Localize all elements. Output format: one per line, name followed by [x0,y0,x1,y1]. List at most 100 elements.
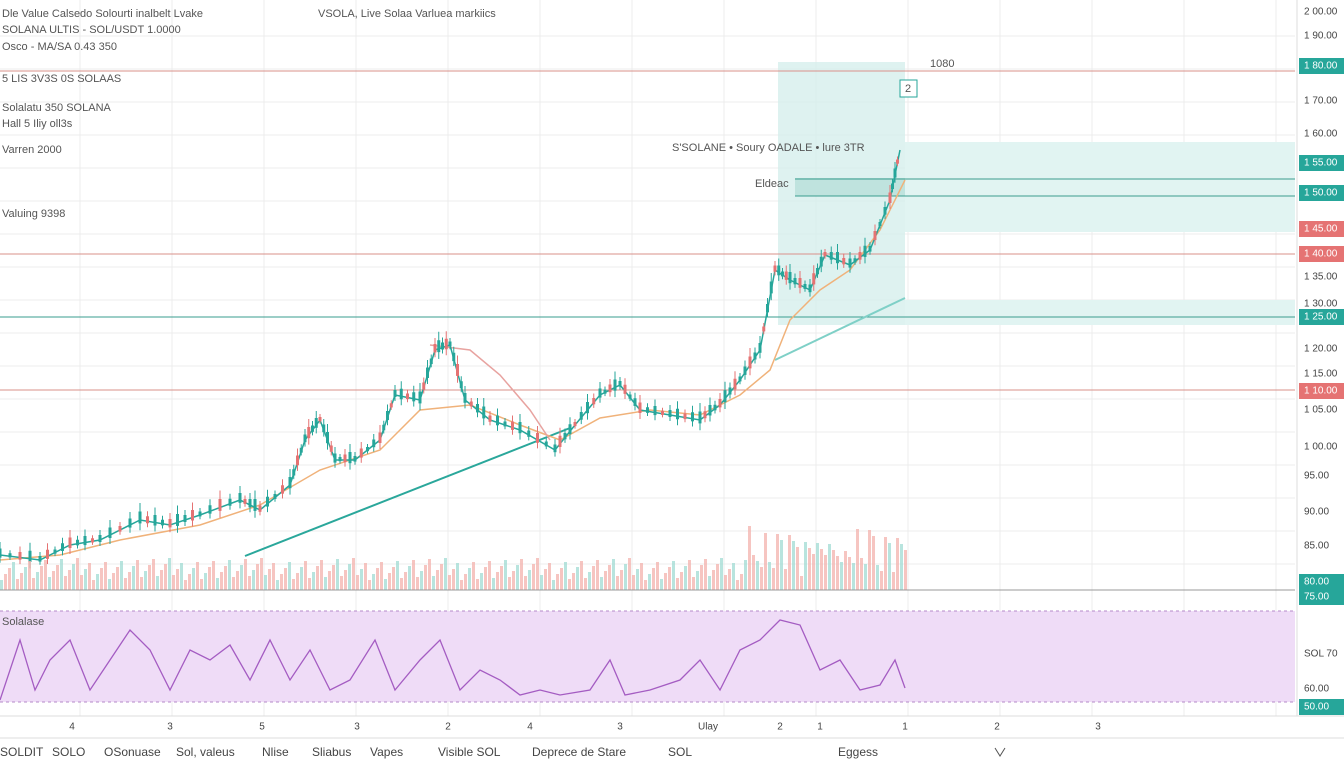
price-label: 50.00 [1304,702,1329,713]
candle-body [198,511,202,517]
volume-bar [124,578,127,590]
candle-body [891,183,894,190]
volume-bar [460,580,463,590]
price-tag [1299,155,1344,171]
volume-bar [676,578,679,590]
candle-body [708,405,712,416]
volume-bar [396,561,399,590]
candle-body [527,430,531,437]
candle-body [558,435,562,447]
volume-bar [552,580,555,590]
candle-body [218,499,222,511]
volume-bar [528,570,531,590]
top-tag: 1080 [930,58,954,70]
candle-body [253,499,257,511]
volume-bar [128,572,131,590]
toolbar-item[interactable]: Vapes [370,745,403,759]
toolbar-item[interactable]: Visible SOL [438,745,501,759]
candle-body [38,556,42,562]
volume-bar [672,561,675,590]
volume-bar [60,559,63,590]
candle-body [863,245,867,257]
candle-body [191,510,194,521]
volume-bar [708,576,711,590]
toolbar-item[interactable]: SOLO [52,745,85,759]
candle-body [437,340,441,353]
candle-body [668,410,672,417]
volume-bar [836,556,839,590]
candle-body [441,342,444,350]
volume-bar [872,536,875,590]
toolbar-item[interactable]: Sol, valeus [176,745,235,759]
candle-body [553,444,557,453]
dropdown-icon[interactable] [994,747,1006,757]
volume-bar [880,571,883,590]
volume-bar [192,568,195,590]
candle-body [803,284,807,289]
volume-bar [660,579,663,590]
candle-body [858,252,862,260]
volume-bar [92,580,95,590]
volume-bar [480,573,483,590]
candle-body [161,519,164,526]
zone-band [905,142,1295,232]
candle-body [452,352,456,362]
candle-body [793,278,797,285]
volume-bar [612,559,615,590]
volume-bar [576,567,579,590]
candle-body [146,516,149,524]
price-label: 80.00 [1304,577,1329,588]
volume-bar [256,564,259,590]
toolbar-item[interactable]: SOLDIT [0,745,44,759]
volume-bar [196,562,199,590]
candle-body [683,413,687,420]
candle-body [816,268,819,275]
volume-bar [40,566,43,590]
candle-body [208,505,212,514]
volume-bar [556,574,559,590]
time-label: 2 [445,722,451,733]
candle-body [8,553,12,558]
toolbar-item[interactable]: Sliabus [312,745,351,759]
legend-line: Hall 5 Iliy oll3s [2,118,73,130]
volume-bar [716,564,719,590]
volume-bar [896,538,899,590]
toolbar-item[interactable]: SOL [668,745,692,759]
volume-bar [36,572,39,590]
toolbar-item[interactable]: Deprece de Stare [532,745,626,759]
volume-bar [436,570,439,590]
volume-bar [296,573,299,590]
candle-body [399,388,403,400]
volume-bar [696,571,699,590]
candle-body [288,477,292,489]
candle-body [366,447,369,452]
candle-body [691,412,694,422]
time-label: 4 [69,722,75,733]
volume-bar [852,563,855,590]
volume-bar [600,577,603,590]
volume-bar [724,575,727,590]
volume-bar [164,564,167,590]
price-label: 60.00 [1304,684,1329,695]
candle-body [296,455,299,466]
candle-body [536,433,539,443]
price-label: 75.00 [1304,592,1329,603]
price-label: 90.00 [1304,507,1329,518]
candle-body [883,207,887,215]
candle-body [322,424,326,433]
candle-body [888,192,892,203]
toolbar-item[interactable]: Eggess [838,745,878,759]
candle-body [503,421,507,427]
candle-body [248,499,252,508]
candle-body [348,452,352,464]
toolbar-item[interactable]: Nlise [262,745,289,759]
volume-bar [536,558,539,590]
toolbar-item[interactable]: OSonuase [104,745,161,759]
candle-body [769,281,773,294]
candle-body [299,447,303,453]
volume-bar [644,580,647,590]
volume-bar [456,563,459,590]
header-title: VSOLA, Live Solaa Varluea markiics [318,8,496,20]
candle-body [176,514,179,526]
volume-bar [204,573,207,590]
